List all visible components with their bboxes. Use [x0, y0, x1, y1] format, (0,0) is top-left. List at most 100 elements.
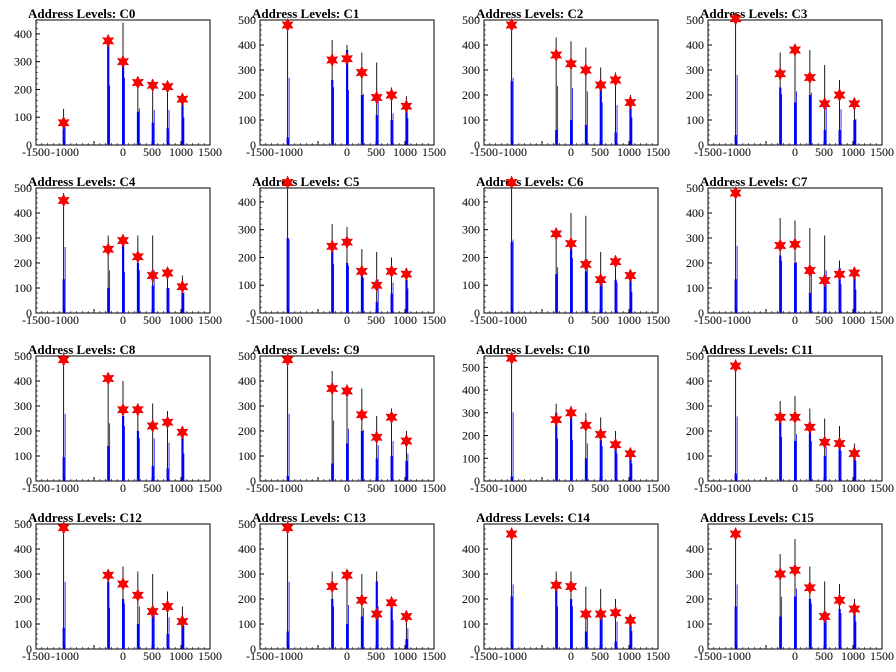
- bar: [584, 458, 588, 481]
- x-tick-label: -1500: [22, 649, 50, 663]
- bar: [62, 279, 65, 313]
- star-marker: [818, 273, 831, 288]
- star-marker: [848, 446, 861, 461]
- x-tick-label: -1500: [694, 481, 722, 495]
- bar: [62, 128, 65, 145]
- x-tick-label: 1000: [617, 481, 641, 495]
- star-marker: [116, 54, 130, 69]
- x-tick-label: 0: [792, 649, 798, 663]
- y-tick-label: 400: [14, 27, 32, 41]
- bar: [360, 95, 364, 145]
- star-marker: [803, 263, 817, 278]
- x-tick-label: -1500: [470, 313, 498, 327]
- star-marker: [340, 235, 354, 250]
- bar: [808, 431, 812, 481]
- bar: [823, 130, 826, 145]
- star-marker: [803, 70, 817, 85]
- star-marker: [505, 17, 518, 33]
- y-tick-label: 400: [686, 374, 704, 388]
- chart-title: Address Levels: C6: [476, 174, 584, 189]
- x-tick-label: -1500: [22, 481, 50, 495]
- bar: [510, 242, 513, 313]
- y-tick-label: 0: [474, 642, 480, 656]
- bar: [331, 80, 334, 145]
- y-tick-label: 200: [14, 256, 32, 270]
- bar: [570, 120, 573, 145]
- star-marker: [57, 352, 70, 367]
- chart-svg: Address Levels: C1 0 100 200 300 400 500 -1500-…: [238, 6, 446, 159]
- y-tick-label: 200: [462, 250, 480, 264]
- star-marker: [788, 237, 802, 252]
- bar: [286, 238, 289, 313]
- star-marker: [116, 402, 130, 417]
- chart-title: Address Levels: C0: [28, 6, 135, 21]
- star-marker: [146, 604, 159, 619]
- x-tick-label: -1500: [246, 145, 274, 159]
- star-marker: [848, 601, 861, 617]
- chart-title: Address Levels: C5: [252, 174, 360, 189]
- chart-title: Address Levels: C15: [700, 510, 814, 525]
- star-marker: [579, 606, 593, 622]
- x-tick-label: 0: [792, 145, 798, 159]
- bar: [808, 293, 812, 313]
- x-tick-label: -1000: [275, 313, 303, 327]
- y-tick-label: 300: [14, 231, 32, 245]
- y-tick-label: 300: [686, 399, 704, 413]
- y-tick-label: 400: [14, 206, 32, 220]
- bar: [794, 441, 797, 481]
- star-marker: [579, 257, 593, 272]
- bar: [62, 627, 65, 649]
- star-marker: [564, 236, 578, 251]
- bar: [166, 288, 169, 313]
- star-marker: [624, 446, 637, 461]
- y-tick-label: 0: [26, 642, 32, 656]
- x-tick-label: -1000: [275, 145, 303, 159]
- y-tick-label: 300: [14, 399, 32, 413]
- star-marker: [505, 351, 518, 366]
- y-tick-label: 300: [238, 63, 256, 77]
- chart-panel-5: Address Levels: C5 0 100 200 300 400 -1500 -100…: [224, 168, 448, 336]
- y-tick-label: 100: [238, 449, 256, 463]
- bar: [629, 107, 632, 145]
- y-tick-label: 500: [686, 349, 704, 363]
- x-tick-label: 1500: [646, 313, 670, 327]
- bar: [405, 639, 408, 649]
- chart-panel-14: Address Levels: C14 0 100 200 300 400 -1500 -10…: [448, 504, 672, 672]
- y-tick-label: 300: [686, 567, 704, 581]
- star-marker: [549, 578, 563, 593]
- chart-panel-8: Address Levels: C8 0 100 200 300 400 500 -1500-…: [0, 336, 224, 504]
- y-tick-label: 100: [14, 110, 32, 124]
- y-tick-label: 100: [14, 617, 32, 631]
- y-tick-label: 100: [14, 449, 32, 463]
- x-tick-label: -1500: [694, 313, 722, 327]
- chart-panel-2: Address Levels: C2 0 100 200 300 400 500 -1500-…: [448, 0, 672, 168]
- y-tick-label: 200: [686, 592, 704, 606]
- star-marker: [788, 42, 802, 58]
- bar: [794, 102, 797, 145]
- x-tick-label: 0: [120, 145, 126, 159]
- x-tick-label: -1000: [723, 649, 751, 663]
- y-tick-label: 0: [250, 306, 256, 320]
- bar: [853, 120, 856, 145]
- y-tick-label: 200: [238, 250, 256, 264]
- chart-svg: Address Levels: C8 0 100 200 300 400 500 -1500-…: [14, 342, 222, 495]
- star-marker: [385, 87, 398, 103]
- x-tick-label: 1000: [169, 145, 193, 159]
- star-marker: [833, 267, 846, 282]
- bar: [779, 616, 782, 649]
- x-tick-label: 1000: [617, 145, 641, 159]
- y-tick-label: 200: [238, 88, 256, 102]
- x-tick-label: -1000: [275, 649, 303, 663]
- bar: [794, 596, 797, 649]
- x-tick-label: -1500: [246, 481, 274, 495]
- star-marker: [818, 96, 831, 111]
- star-marker: [131, 588, 145, 603]
- y-tick-label: 100: [238, 278, 256, 292]
- star-marker: [818, 435, 831, 450]
- bar: [629, 624, 632, 649]
- chart-svg: Address Levels: C14 0 100 200 300 400 -1500 -10…: [462, 510, 670, 663]
- star-marker: [116, 233, 130, 248]
- y-tick-label: 300: [14, 567, 32, 581]
- bar: [838, 130, 841, 145]
- star-marker: [818, 609, 831, 624]
